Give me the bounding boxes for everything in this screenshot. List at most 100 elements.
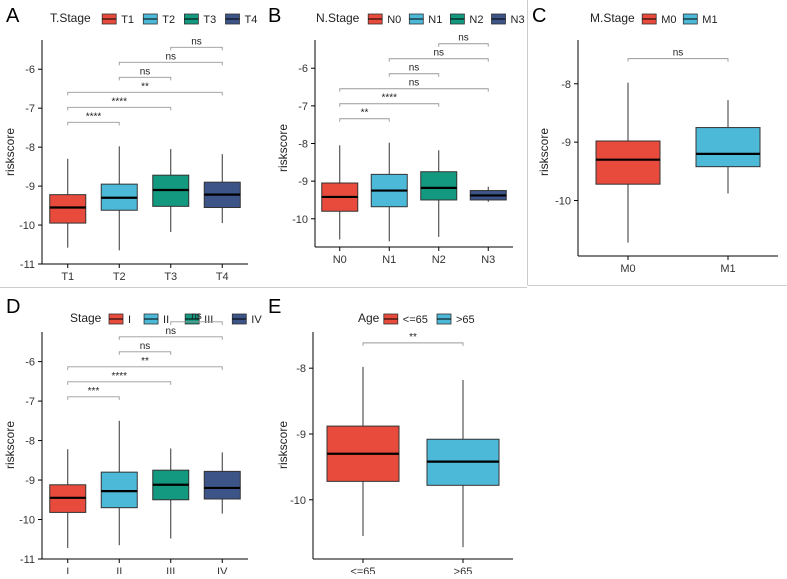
panel-letter: E [268,296,281,318]
box-t2 [100,146,138,251]
x-tick-label: T1 [61,271,74,283]
box-body [695,127,761,168]
y-tick-label: -8 [296,363,306,375]
y-axis-title: riskscore [276,124,290,172]
y-axis-title: riskscore [276,421,290,469]
legend: N.Stage N0 N1 N2 N3 [316,11,525,26]
box-t1 [49,158,87,248]
sig-bracket-line [339,88,489,92]
x-tick-label: >65 [454,566,473,574]
y-axis-title: riskscore [537,128,551,176]
panel-letter: A [6,5,20,27]
x-tick-label: II [116,566,122,574]
sig-bracket: ns [118,326,223,340]
panel-letter: D [6,296,20,318]
sig-label: ns [433,48,444,59]
sig-bracket-line [118,61,223,66]
box-n3 [469,186,507,202]
y-tick-label: -10 [290,495,306,507]
box-65 [426,380,500,548]
x-tick-label: M1 [720,263,735,275]
panel-d: D Stage I II III IV-11-10-9-8-7-6I II III IVrisk… [3,296,262,578]
sig-bracket-line [388,58,489,62]
panel-b: B N.Stage N0 N1 N2 N3 -10 -9 -8 -7 -6 N0 N1 N2 N3 risks… [268,5,525,266]
x-tick-label: N1 [382,254,396,266]
sig-bracket-line [170,46,223,51]
x-tick-label: N2 [432,254,446,266]
y-tick-label: -8 [561,79,571,91]
sig-bracket: ns [118,51,223,66]
box-m1 [695,100,761,194]
sig-label: ns [165,326,176,337]
box-body [595,140,661,185]
sig-label: ns [140,341,151,352]
x-tick-label: N0 [333,254,347,266]
sig-bracket: **** [67,96,172,111]
sig-label: ns [673,48,684,59]
sig-bracket: ns [388,63,440,77]
panel-letter: B [268,5,281,27]
sig-bracket: ns [627,48,729,62]
sig-bracket-line [118,351,172,355]
legend-label: II [163,314,169,326]
sig-bracket-line [627,58,729,62]
box-body [100,471,138,509]
sig-label: **** [86,111,102,122]
legend-label: M1 [702,14,717,26]
box-body [203,470,241,500]
legend-label: N2 [469,14,483,26]
x-tick-label: I [66,566,69,574]
sig-bracket: ** [339,108,390,122]
y-tick-label: -11 [20,554,35,566]
legend: Age <=65 >65 [358,311,475,326]
panels: A T.Stage T1 T2 T3 T4 -11 -10 -9 -8 -7 -6 T1 T2 T3 T4 ri… [3,5,778,578]
y-axis-title: riskscore [3,421,17,469]
sig-label: ns [165,51,176,62]
sig-label: ** [409,332,417,343]
box-body [49,194,87,224]
sig-bracket-line [118,336,223,340]
y-tick-label: -11 [20,259,35,271]
panel-c: C M.Stage M0 M1 -10 -9 -8 M0 M1 riskscore ns [532,5,778,275]
legend-label: T4 [245,14,258,26]
y-tick-label: -10 [292,214,308,226]
sig-label: ** [141,356,149,367]
y-tick-label: -8 [25,142,35,154]
x-tick-label: N3 [481,254,495,266]
sig-bracket-line [67,106,172,111]
sig-bracket-line [67,91,223,96]
sig-label: ns [191,36,202,47]
sig-bracket: ** [67,356,223,370]
y-tick-label: -7 [25,396,35,408]
sig-label: ns [409,63,420,74]
sig-label: *** [88,386,100,397]
y-axis-title: riskscore [3,128,17,176]
sig-label: ns [191,311,202,322]
y-tick-label: -9 [25,475,35,487]
sig-label: ** [361,108,369,119]
legend-title: M.Stage [590,11,635,25]
box-iii [152,448,190,539]
y-tick-label: -9 [25,181,35,193]
y-tick-label: -8 [25,436,35,448]
sig-label: ns [458,33,469,44]
sig-bracket-line [67,396,120,400]
sig-bracket-line [118,76,172,81]
y-tick-label: -9 [298,176,308,188]
legend-label: I [128,314,131,326]
y-tick-label: -10 [555,196,571,208]
legend-label: N0 [387,14,401,26]
sig-bracket-line [362,342,464,346]
legend-title: N.Stage [316,11,360,25]
legend-label: M0 [661,14,676,26]
sig-bracket: ns [438,33,489,47]
sig-bracket: **** [67,371,172,385]
x-tick-label: <=65 [350,566,375,574]
legend: T.Stage T1 T2 T3 T4 [50,11,257,26]
y-tick-label: -6 [25,357,35,369]
x-tick-label: III [166,566,175,574]
legend-label: IV [251,314,262,326]
sig-bracket: *** [67,386,120,400]
y-tick-label: -9 [296,429,306,441]
y-tick-label: -9 [561,137,571,149]
